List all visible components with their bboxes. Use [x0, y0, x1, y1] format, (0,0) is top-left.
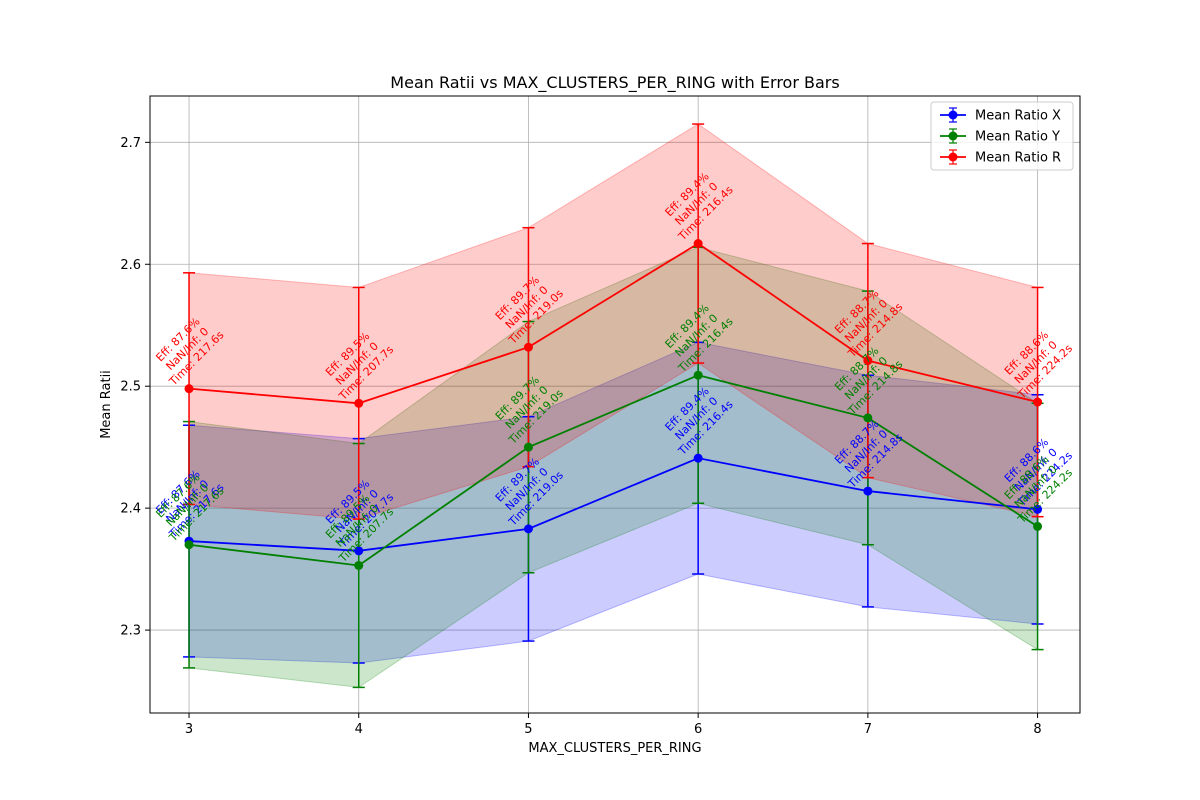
x-tick-label: 3 — [185, 722, 193, 737]
series-lines — [188, 242, 1039, 567]
x-tick-label: 4 — [355, 722, 363, 737]
y-tick-label: 2.3 — [120, 624, 141, 639]
mean-ratio-y-legend-label: Mean Ratio Y — [975, 130, 1060, 145]
x-tick-label: 8 — [1033, 722, 1041, 737]
mean-ratio-x-point — [863, 486, 873, 496]
mean-ratio-r-point — [693, 239, 703, 249]
mean-ratio-x-point — [523, 524, 533, 534]
plot-frame — [149, 95, 1081, 714]
legend-box — [930, 101, 1074, 171]
mean-ratio-y-point — [184, 540, 194, 550]
plot-area: Eff: 87.6%NaN/Inf: 0Time: 217.6s Eff: 89.… — [149, 95, 1081, 714]
mean-ratio-r-line — [188, 242, 1038, 405]
mean-ratio-r-point — [184, 384, 194, 394]
mean-ratio-y-point — [863, 413, 873, 423]
mean-ratio-y-line — [188, 374, 1039, 567]
x-tick-label: 5 — [524, 722, 532, 737]
x-tick-label: 6 — [694, 722, 702, 737]
y-tick-label: 2.6 — [120, 258, 141, 273]
series-points — [184, 239, 1043, 570]
mean-ratio-r-legend-marker — [948, 152, 958, 162]
y-axis-ticks: 2.3 2.4 2.5 2.6 2.7 — [120, 136, 150, 639]
error-bands — [188, 123, 1039, 688]
mean-ratio-x-legend-marker — [948, 110, 958, 120]
mean-ratio-y-point — [693, 370, 703, 380]
y-tick-label: 2.5 — [120, 380, 141, 395]
mean-ratio-y-point — [523, 442, 533, 452]
x-axis-label: MAX_CLUSTERS_PER_RING — [528, 741, 701, 756]
mean-ratio-r-point — [1033, 397, 1043, 407]
y-tick-label: 2.4 — [120, 502, 141, 517]
mean-ratio-r-point — [354, 398, 364, 408]
legend: Mean Ratio X Mean Ratio Y Mean Ratio R — [930, 101, 1074, 171]
x-tick-label: 7 — [864, 722, 872, 737]
mean-ratio-x-point — [693, 453, 703, 463]
mean-ratio-x-legend-label: Mean Ratio X — [975, 109, 1061, 124]
mean-ratio-r-point — [523, 342, 533, 352]
chart-title: Mean Ratii vs MAX_CLUSTERS_PER_RING with… — [390, 73, 839, 93]
mean-ratio-y-legend-marker — [948, 131, 958, 141]
x-axis-ticks: 3 4 5 6 7 8 — [185, 713, 1042, 737]
mean-ratio-x-point — [1033, 504, 1043, 514]
mean-ratio-r-legend-label: Mean Ratio R — [975, 151, 1061, 166]
mean-ratio-y-point — [1033, 521, 1043, 531]
y-axis-label: Mean Ratii — [99, 370, 114, 439]
mean-ratio-x-line — [188, 457, 1038, 552]
mean-ratio-x-point — [354, 546, 364, 556]
y-tick-label: 2.7 — [120, 136, 141, 151]
mean-ratio-r-point — [863, 356, 873, 366]
mean-ratio-y-point — [354, 560, 364, 570]
